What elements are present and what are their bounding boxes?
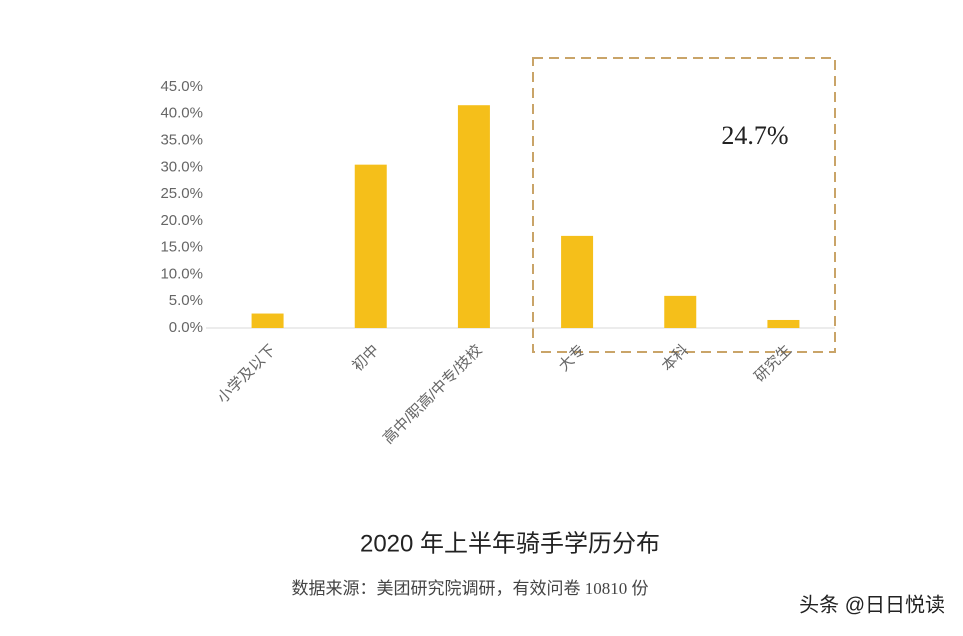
bar — [354, 164, 387, 328]
bar — [767, 319, 800, 328]
x-tick-label: 小学及以下 — [214, 342, 279, 407]
x-tick-label: 本科 — [659, 342, 692, 375]
highlight-box — [532, 57, 836, 353]
source: 数据来源：美团研究院调研，有效问卷 10810 份 — [292, 579, 649, 598]
annotation: 24.7% — [721, 121, 788, 150]
x-tick-label: 研究生 — [751, 342, 795, 386]
bar — [457, 105, 490, 328]
x-tick-label: 大专 — [555, 342, 588, 375]
y-tick-label: 0.0% — [169, 319, 203, 336]
bar — [251, 313, 284, 328]
y-tick-label: 10.0% — [160, 265, 203, 282]
y-tick-label: 25.0% — [160, 185, 203, 202]
x-tick-label: 初中 — [349, 342, 382, 375]
y-tick-label: 15.0% — [160, 239, 203, 256]
chart-title: 2020 年上半年骑手学历分布 — [360, 530, 660, 557]
y-tick-label: 5.0% — [169, 292, 203, 309]
y-tick-label: 30.0% — [160, 158, 203, 175]
y-tick-label: 20.0% — [160, 212, 203, 229]
bar — [664, 295, 697, 328]
bar — [561, 235, 594, 328]
watermark: 头条 @日日悦读 — [799, 593, 945, 616]
y-tick-label: 35.0% — [160, 132, 203, 149]
y-tick-label: 40.0% — [160, 105, 203, 122]
x-tick-label: 高中/职高/中专/技校 — [380, 342, 486, 448]
y-tick-label: 45.0% — [160, 78, 203, 95]
